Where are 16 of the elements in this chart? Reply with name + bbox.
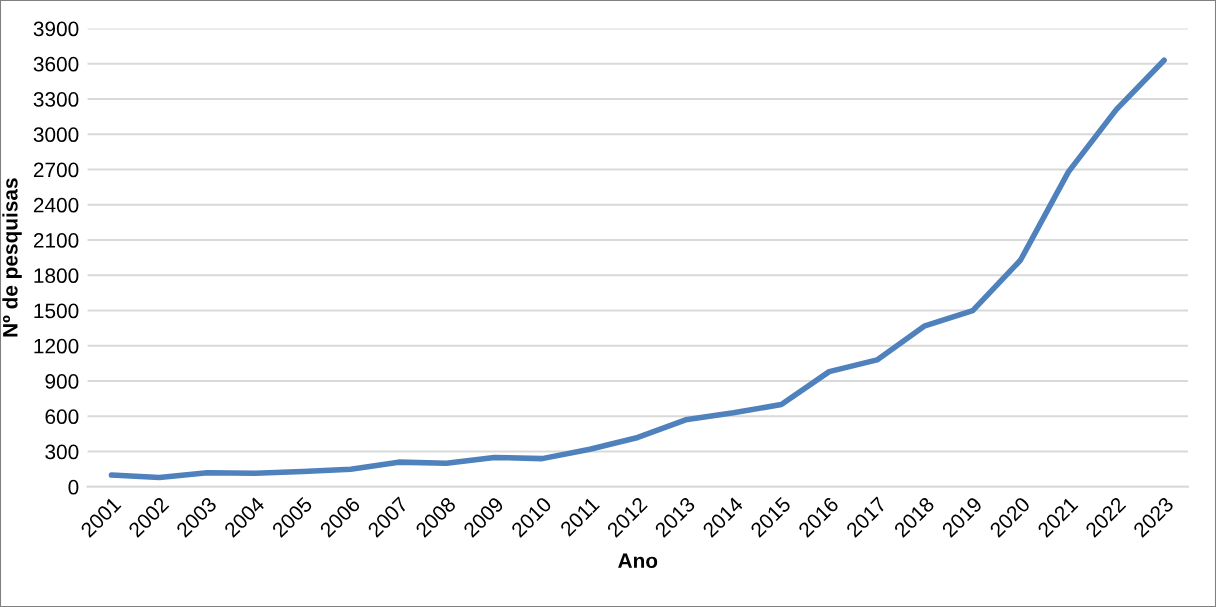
y-tick-label: 3900 [33, 21, 79, 37]
y-tick-label: 1800 [34, 268, 79, 284]
y-tick-label: 2400 [33, 197, 79, 213]
y-tick-label: 1500 [34, 303, 79, 319]
y-tick-label: 1200 [34, 338, 79, 354]
y-tick-label: 3600 [33, 56, 79, 72]
y-tick-label: 300 [45, 444, 79, 460]
y-tick-label: 600 [45, 409, 79, 425]
y-tick-label: 2100 [33, 233, 79, 248]
y-tick-label: 3000 [33, 127, 79, 143]
y-tick-label: 0 [68, 479, 79, 495]
y-axis-title: Nº de pesquisas [2, 178, 22, 337]
y-tick-label: 3300 [33, 92, 79, 107]
x-axis-title: Ano [618, 553, 658, 569]
y-tick-label: 900 [45, 374, 79, 389]
y-tick-label: 2700 [33, 162, 79, 178]
